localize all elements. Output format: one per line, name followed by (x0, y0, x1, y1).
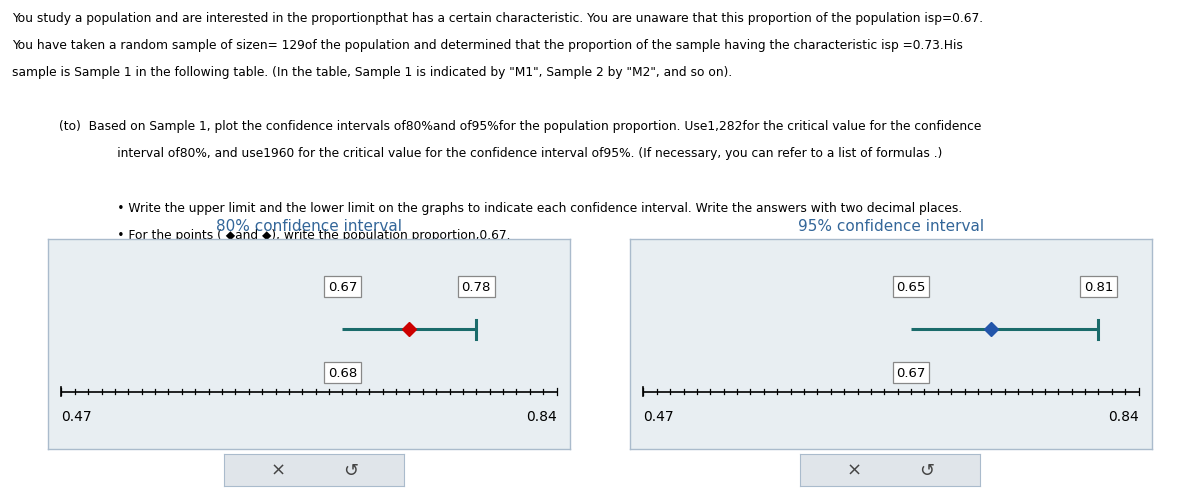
Text: ↺: ↺ (343, 461, 358, 479)
Text: • Write the upper limit and the lower limit on the graphs to indicate each confi: • Write the upper limit and the lower li… (95, 201, 962, 214)
Title: 95% confidence interval: 95% confidence interval (798, 219, 984, 234)
Text: sample is Sample 1 in the following table. (In the table, Sample 1 is indicated : sample is Sample 1 in the following tabl… (12, 66, 732, 79)
Text: ×: × (271, 461, 286, 479)
Text: interval of80%, and use1960 for the critical value for the confidence interval o: interval of80%, and use1960 for the crit… (95, 147, 943, 160)
Text: 0.65: 0.65 (896, 280, 925, 293)
Text: 0.67: 0.67 (896, 366, 925, 379)
Text: 0.81: 0.81 (1084, 280, 1114, 293)
Text: 0.78: 0.78 (462, 280, 491, 293)
Text: ×: × (847, 461, 862, 479)
Text: 0.84: 0.84 (526, 409, 557, 423)
Text: 0.47: 0.47 (61, 409, 92, 423)
Title: 80% confidence interval: 80% confidence interval (216, 219, 402, 234)
Text: 0.67: 0.67 (328, 280, 358, 293)
Text: ↺: ↺ (919, 461, 934, 479)
Text: 0.68: 0.68 (328, 366, 358, 379)
Text: 0.47: 0.47 (643, 409, 674, 423)
Text: • For the points ( ◆and ◆), write the population proportion,0.67.: • For the points ( ◆and ◆), write the po… (95, 228, 511, 241)
Text: (to)  Based on Sample 1, plot the confidence intervals of80%and of95%for the pop: (to) Based on Sample 1, plot the confide… (59, 120, 982, 133)
Text: You study a population and are interested in the proportionpthat has a certain c: You study a population and are intereste… (12, 12, 983, 25)
Text: You have taken a random sample of sizen= 129of the population and determined tha: You have taken a random sample of sizen=… (12, 39, 962, 52)
Text: 0.84: 0.84 (1108, 409, 1139, 423)
